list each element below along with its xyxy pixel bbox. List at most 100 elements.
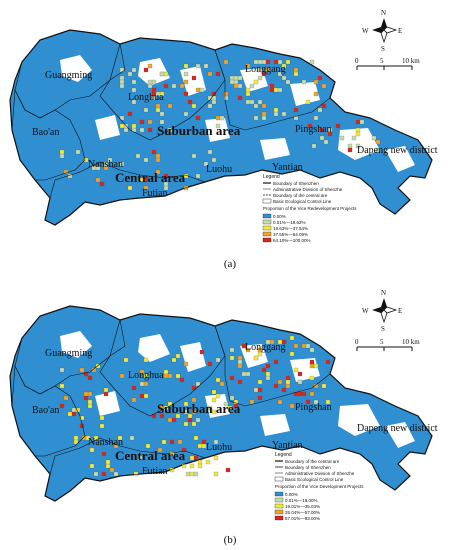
grid-cell [187,413,193,419]
grid-cell [85,435,91,441]
grid-cell [293,343,299,349]
grid-cell [355,127,361,133]
grid-cell [265,371,271,377]
legend-b: Legend Boundary of the central are Bound… [274,452,364,521]
grid-cell [237,355,243,361]
grid-cell [233,83,239,89]
legend-class-label: 0.01%—19.00% [285,498,318,503]
grid-cell [73,439,79,445]
compass-rose-b: N S E W [362,289,402,333]
grid-cell [189,455,195,461]
grid-cell [167,373,173,379]
grid-cell [229,75,235,81]
grid-cell [297,371,303,377]
grid-cell [183,79,189,85]
area-label-central: Central area [115,170,186,185]
grid-cell [213,439,219,445]
grid-cell [211,157,217,163]
grid-cell [199,87,205,93]
grid-cell [277,87,283,93]
grid-cell [249,399,255,405]
grid-cell [159,119,165,125]
legend-class-label: 37.55%—64.09% [273,232,308,237]
grid-cell [265,59,271,65]
grid-cell [355,131,361,137]
district-label-luohu: Luohu [206,442,232,453]
scale-tick-5: 5 [380,57,384,65]
legend-class-label: 19.01%—35.03% [285,504,320,509]
grid-cell [249,83,255,89]
grid-cell [207,71,213,77]
grid-cell [203,63,209,69]
grid-cell [89,447,95,453]
grid-cell [105,459,111,465]
grid-cell [135,153,141,159]
district-label-pingshan: Pingshan [295,402,332,413]
grid-cell [63,169,69,175]
grid-cell [195,417,201,423]
district-label-dapeng: Dapeng new district [357,145,438,156]
grid-cell [143,357,149,363]
grid-cell [175,373,181,379]
grid-cell [319,135,325,141]
legend-class-label: 35.04%—57.00% [285,510,320,515]
grid-cell [143,185,149,191]
grid-cell [219,381,225,387]
grid-cell [207,149,213,155]
district-boundary [99,313,226,417]
legend-swatch [262,237,272,243]
compass-east-label: E [398,27,402,35]
grid-cell [277,71,283,77]
grid-cell [99,423,105,429]
district-label-nanshan: Nanshan [88,437,123,448]
grid-cell [273,383,279,389]
grid-cell [155,91,161,97]
grid-cell [189,471,195,477]
grid-cell [253,115,259,121]
grid-cell [223,401,229,407]
grid-cell [155,103,161,109]
legend-swatch [274,509,284,515]
district-label-pingshan: Pingshan [295,124,332,135]
grid-cell [207,361,213,367]
grid-cell [155,169,161,175]
grid-cell [257,67,263,73]
grid-cell [127,111,133,117]
grid-cell [207,103,213,109]
grid-cell [261,103,267,109]
grid-cell [277,339,283,345]
grid-cell [277,379,283,385]
grid-cell [169,451,175,457]
map-a: Guangming Longhua Longgang Bao'an Pingsh… [9,9,438,243]
grid-cell [105,463,111,469]
grid-cell [223,91,229,97]
grid-cell [371,135,377,141]
grid-cell [137,455,143,461]
grid-cell [293,115,299,121]
grid-cell [261,367,267,373]
grid-cell [159,71,165,77]
grid-cell [163,71,169,77]
panel-caption-a: (a) [223,258,237,270]
grid-cell [71,407,77,413]
grid-cell [281,75,287,81]
grid-cell [195,381,201,387]
grid-cell [233,79,239,85]
grid-cell [233,399,239,405]
legend-line-0: Boundary of the central are [285,459,340,464]
grid-cell [163,373,169,379]
shenzhen-map-a [9,29,433,226]
grid-cell [183,361,189,367]
grid-cell [229,355,235,361]
grid-cell [143,157,149,163]
grid-cell [143,393,149,399]
district-label-yantian: Yantian [272,162,303,173]
legend-title: Legend [263,174,280,180]
district-boundary [214,43,336,131]
grid-cell [309,347,315,353]
grid-cell [253,59,259,65]
grid-cell [325,399,331,405]
grid-cell [103,387,109,393]
grid-cell [309,375,315,381]
grid-cell [119,83,125,89]
